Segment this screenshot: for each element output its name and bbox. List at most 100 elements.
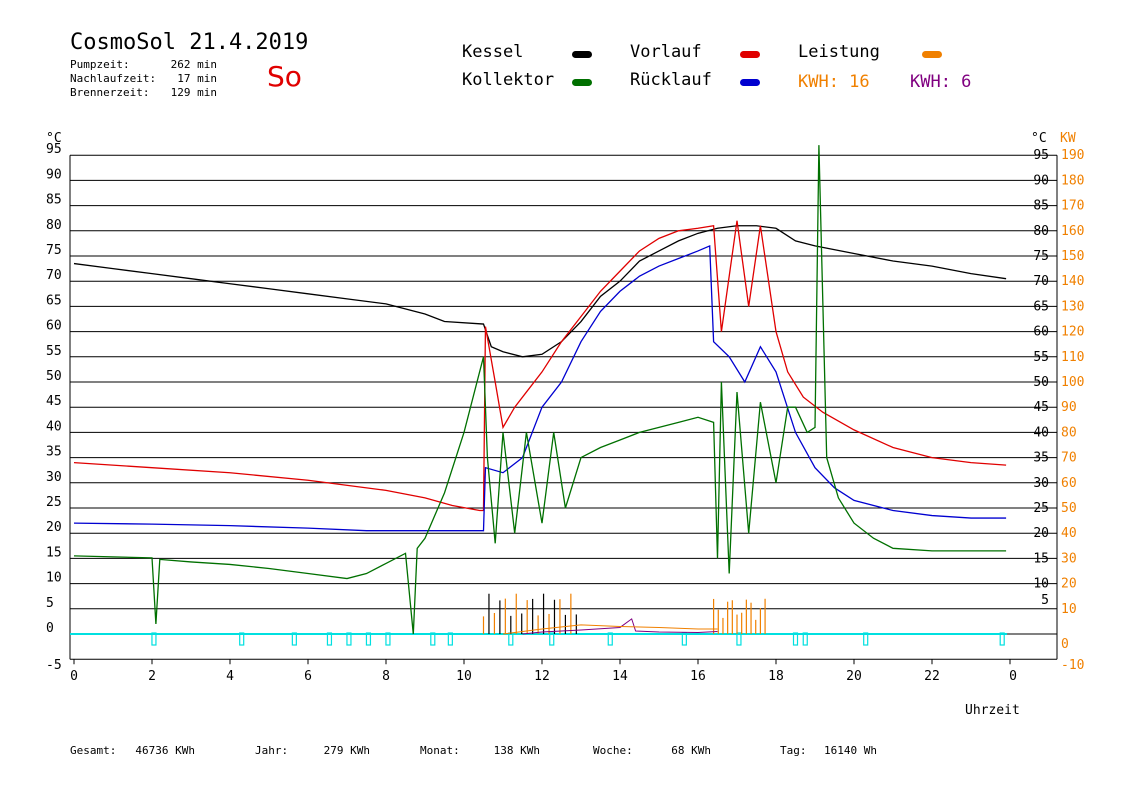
legend-label: Kessel: [462, 42, 524, 62]
stat-label: Brennerzeit:: [70, 86, 150, 99]
y-tick-left: 85: [46, 193, 62, 208]
y-tick-kw: 160: [1061, 224, 1084, 239]
legend-swatch: [572, 51, 592, 58]
y-tick-right: 45: [1033, 400, 1049, 415]
stat-value: 129 min: [170, 86, 217, 99]
y-tick-kw: 10: [1061, 602, 1077, 617]
y-tick-right: 60: [1033, 325, 1049, 340]
left-unit: °C: [46, 131, 62, 146]
y-tick-right: 15: [1033, 551, 1049, 566]
legend-swatch: [572, 79, 592, 86]
pump-marker: [291, 632, 297, 646]
legend-label: Kollektor: [462, 70, 555, 90]
x-tick-label: 20: [846, 669, 862, 684]
stat-label: Pumpzeit:: [70, 58, 130, 71]
x-tick-label: 22: [924, 669, 940, 684]
y-tick-left: 0: [46, 621, 54, 636]
y-tick-kw: 40: [1061, 526, 1077, 541]
y-tick-kw: 190: [1061, 148, 1084, 163]
pump-marker: [549, 632, 555, 646]
pump-marker: [365, 632, 372, 646]
pump-marker: [802, 632, 808, 646]
total-label: Woche:: [593, 744, 633, 757]
y-tick-right: 55: [1033, 350, 1049, 365]
pump-marker: [385, 632, 391, 646]
pump-marker: [863, 632, 869, 646]
y-tick-kw: 170: [1061, 199, 1084, 214]
y-tick-left: 30: [46, 470, 62, 485]
pump-marker: [792, 632, 799, 646]
series-line-vorlauf: [73, 220, 1007, 512]
series-line-rücklauf: [73, 244, 1007, 532]
y-tick-left: 35: [46, 445, 62, 460]
pump-marker: [681, 632, 687, 646]
y-tick-kw: 130: [1061, 299, 1084, 314]
pump-marker: [447, 632, 453, 646]
x-tick-label: 4: [226, 669, 234, 684]
legend-label: Leistung: [798, 42, 880, 62]
y-tick-right: 35: [1033, 451, 1049, 466]
y-tick-right: 90: [1033, 173, 1049, 188]
y-tick-kw: 90: [1061, 400, 1077, 415]
y-tick-kw: 20: [1061, 577, 1077, 592]
y-tick-kw: 50: [1061, 501, 1077, 516]
y-tick-left: 75: [46, 243, 62, 258]
legend-swatch: [922, 51, 942, 58]
legend-label: Rücklauf: [630, 70, 712, 90]
day-label: So: [267, 60, 302, 93]
y-tick-right: 95: [1033, 148, 1049, 163]
pump-marker: [999, 632, 1005, 646]
y-tick-right: 85: [1033, 199, 1049, 214]
y-tick-right: 75: [1033, 249, 1049, 264]
y-tick-left: 10: [46, 571, 62, 586]
legend-swatch: [740, 51, 760, 58]
y-tick-right: 10: [1033, 577, 1049, 592]
y-tick-kw: 180: [1061, 173, 1084, 188]
y-tick-left: 65: [46, 293, 62, 308]
y-tick-kw: 100: [1061, 375, 1084, 390]
y-tick-right: 5: [1041, 593, 1049, 608]
y-tick-left: 50: [46, 369, 62, 384]
y-tick-kw: 70: [1061, 451, 1077, 466]
y-tick-left: -5: [46, 658, 62, 673]
y-tick-right: 65: [1033, 299, 1049, 314]
stat-label: Nachlaufzeit:: [70, 72, 157, 85]
y-tick-left: 15: [46, 545, 62, 560]
total-label: Jahr:: [255, 744, 289, 757]
y-tick-kw: 80: [1061, 425, 1077, 440]
y-tick-left: 25: [46, 495, 62, 510]
total-value: 279 KWh: [323, 744, 370, 757]
y-tick-kw: -10: [1061, 658, 1084, 673]
series-line-kessel: [73, 225, 1007, 358]
x-tick-label: 10: [456, 669, 472, 684]
y-tick-left: 40: [46, 419, 62, 434]
total-value: 46736 KWh: [135, 744, 195, 757]
x-tick-label: 8: [382, 669, 390, 684]
y-tick-right: 20: [1033, 526, 1049, 541]
right-unit: °C: [1031, 131, 1047, 146]
x-tick-label: 16: [690, 669, 706, 684]
y-tick-right: 40: [1033, 425, 1049, 440]
total-label: Tag:: [780, 744, 807, 757]
y-tick-left: 70: [46, 268, 62, 283]
stat-value: 17 min: [177, 72, 217, 85]
x-tick-label: 0: [70, 669, 78, 684]
total-label: Monat:: [420, 744, 460, 757]
pump-marker: [326, 632, 333, 646]
y-tick-right: 70: [1033, 274, 1049, 289]
y-tick-kw: 0: [1061, 637, 1069, 652]
total-label: Gesamt:: [70, 744, 117, 757]
chart-title: CosmoSol 21.4.2019: [70, 30, 309, 55]
power-trace-1: [502, 624, 718, 635]
pump-marker: [151, 632, 157, 646]
kwh-leistung: KWH: 16: [798, 72, 870, 92]
y-tick-right: 25: [1033, 501, 1049, 516]
x-tick-label: 18: [768, 669, 784, 684]
x-tick-label: 12: [534, 669, 550, 684]
stat-value: 262 min: [170, 58, 217, 71]
pump-marker: [736, 632, 742, 646]
y-tick-kw: 140: [1061, 274, 1084, 289]
pump-marker: [346, 632, 352, 646]
kw-unit: KW: [1060, 131, 1076, 146]
